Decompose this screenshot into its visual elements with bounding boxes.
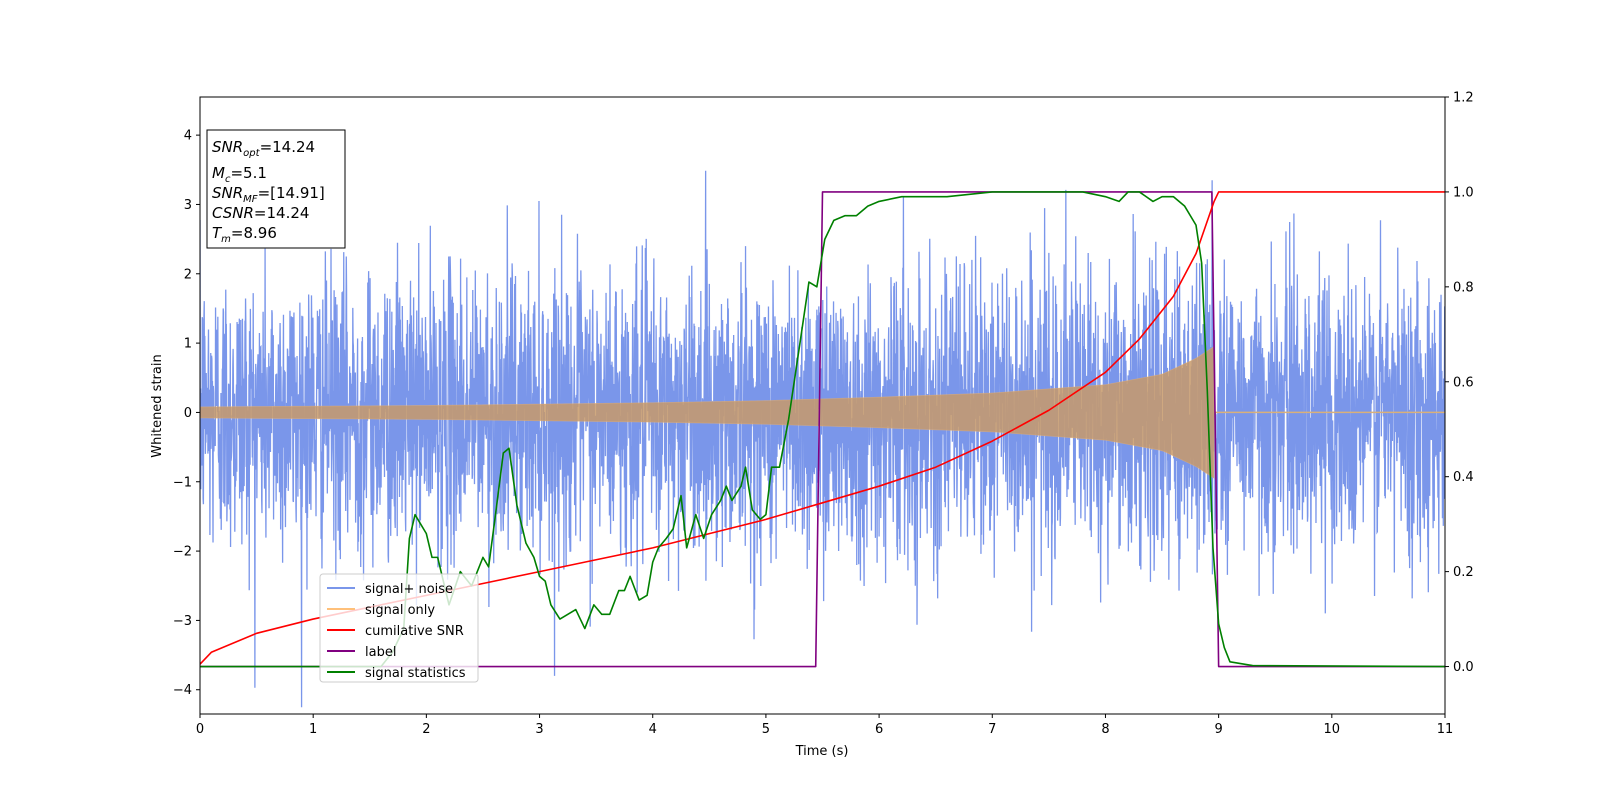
legend-entry: signal only [365,603,435,618]
x-tick-label: 6 [875,722,883,737]
y-axis-label: Whitened strain [150,354,165,457]
y2-tick-label: 0.8 [1453,280,1474,295]
x-tick-label: 9 [1214,722,1222,737]
info-box: SNRopt=14.24 Mc=5.1 SNRMF=[14.91] CSNR=1… [206,129,346,249]
y2-tick-label: 1.0 [1453,185,1474,200]
legend-entry: cumilative SNR [365,624,464,639]
y-tick-label: 3 [184,198,192,213]
y-axis-left: −4 −3 −2 −1 0 1 2 3 4 [173,129,200,698]
x-tick-label: 2 [422,722,430,737]
x-tick-label: 4 [649,722,657,737]
x-tick-label: 10 [1324,722,1341,737]
y-tick-label: −2 [173,545,192,560]
legend-frame [319,573,479,683]
plot-frame [199,96,1446,715]
y2-tick-label: 1.2 [1453,91,1474,106]
x-tick-label: 3 [535,722,543,737]
y-tick-label: 2 [184,267,192,282]
x-tick-label: 11 [1437,722,1454,737]
legend-entry: signal+ noise [365,582,453,597]
y-tick-label: 1 [184,337,192,352]
series-signal-statistics [200,191,1445,668]
legend-entry: label [365,645,396,660]
info-box-frame [206,129,346,249]
info-csnr: CSNR=14.24 [212,204,309,222]
y-tick-label: −3 [173,614,192,629]
x-axis-label: Time (s) [795,744,849,759]
info-mc: Mc=5.1 [212,164,267,185]
info-snr-opt: SNRopt=14.24 [212,138,315,159]
y-tick-label: 0 [184,406,192,421]
series-signal-only [200,345,1215,480]
x-tick-label: 8 [1101,722,1109,737]
y-tick-label: −1 [173,475,192,490]
x-tick-label: 5 [762,722,770,737]
y2-tick-label: 0.0 [1453,660,1474,675]
y-tick-label: 4 [184,129,192,144]
legend: signal+ noise signal only cumilative SNR la… [319,573,479,683]
x-tick-label: 7 [988,722,996,737]
y2-tick-label: 0.2 [1453,565,1474,580]
y2-tick-label: 0.4 [1453,470,1474,485]
x-tick-label: 1 [309,722,317,737]
y2-tick-label: 0.6 [1453,375,1474,390]
info-tm: Tm=8.96 [212,224,277,245]
x-axis: 0 1 2 3 4 5 6 7 8 9 10 11 [196,714,1453,737]
info-snr-mf: SNRMF=[14.91] [212,184,325,205]
x-tick-label: 0 [196,722,204,737]
y-axis-right: 0.0 0.2 0.4 0.6 0.8 1.0 1.2 [1445,91,1474,675]
y-tick-label: −4 [173,683,192,698]
legend-entry: signal statistics [365,666,466,681]
